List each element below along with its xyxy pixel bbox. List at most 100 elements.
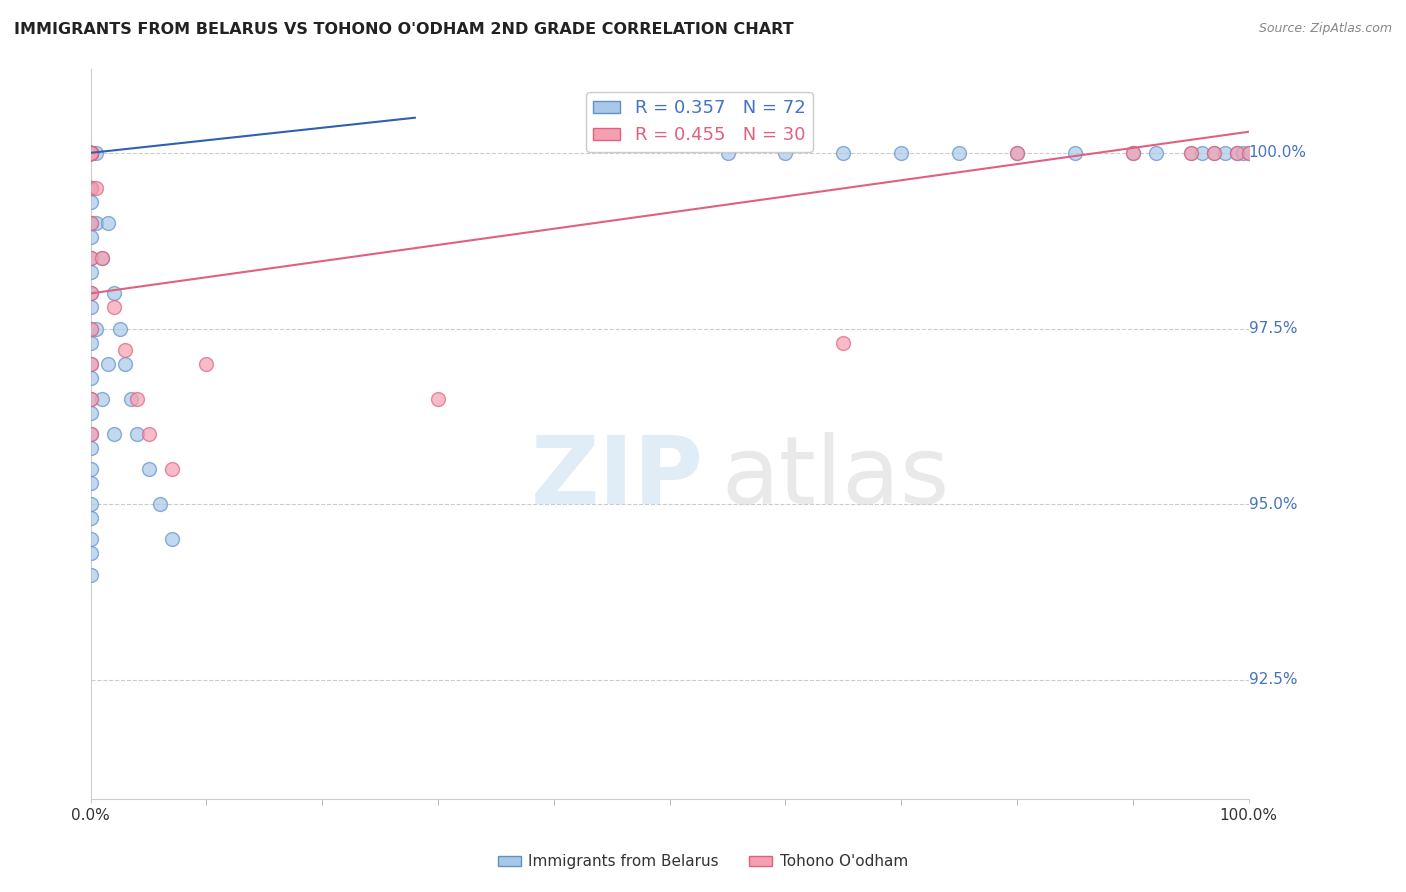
Point: [79, 427, 101, 442]
Point: [79, 145, 101, 160]
Point: [79, 370, 101, 384]
Point: [79, 392, 101, 406]
Text: 95.0%: 95.0%: [1249, 497, 1298, 512]
Point: [1122, 145, 1144, 160]
Point: [97, 357, 120, 371]
Point: [1122, 145, 1144, 160]
Point: [79, 195, 101, 210]
Point: [79, 145, 101, 160]
Point: [79, 145, 101, 160]
Point: [79, 286, 101, 301]
Point: [832, 145, 855, 160]
Point: [427, 392, 450, 406]
Point: [103, 301, 125, 315]
Point: [79, 406, 101, 420]
Point: [775, 145, 797, 160]
Point: [160, 462, 183, 476]
Text: 97.5%: 97.5%: [1249, 321, 1298, 336]
Point: [79, 145, 101, 160]
Point: [79, 533, 101, 547]
Point: [79, 476, 101, 491]
Point: [160, 533, 183, 547]
Point: [79, 301, 101, 315]
Point: [1144, 145, 1167, 160]
Point: [79, 286, 101, 301]
Point: [79, 321, 101, 335]
Text: 92.5%: 92.5%: [1249, 673, 1298, 688]
Point: [91, 392, 114, 406]
Point: [97, 216, 120, 230]
Point: [1191, 145, 1213, 160]
Point: [138, 427, 160, 442]
Text: Source: ZipAtlas.com: Source: ZipAtlas.com: [1258, 22, 1392, 36]
Point: [103, 286, 125, 301]
Legend: R = 0.357   N = 72, R = 0.455   N = 30: R = 0.357 N = 72, R = 0.455 N = 30: [586, 92, 813, 152]
Point: [79, 252, 101, 266]
Point: [195, 357, 218, 371]
Point: [114, 343, 136, 357]
Legend: Immigrants from Belarus, Tohono O'odham: Immigrants from Belarus, Tohono O'odham: [492, 848, 914, 875]
Point: [79, 497, 101, 511]
Point: [79, 462, 101, 476]
Text: ZIP: ZIP: [530, 432, 703, 524]
Point: [149, 497, 172, 511]
Point: [79, 321, 101, 335]
Point: [1237, 145, 1260, 160]
Point: [79, 145, 101, 160]
Point: [79, 357, 101, 371]
Point: [86, 216, 108, 230]
Point: [1180, 145, 1202, 160]
Point: [79, 145, 101, 160]
Point: [79, 145, 101, 160]
Point: [103, 427, 125, 442]
Point: [79, 567, 101, 582]
Point: [91, 252, 114, 266]
Point: [91, 252, 114, 266]
Point: [1202, 145, 1225, 160]
Point: [79, 441, 101, 455]
Point: [79, 511, 101, 525]
Point: [1005, 145, 1028, 160]
Point: [79, 145, 101, 160]
Point: [114, 357, 136, 371]
Point: [79, 427, 101, 442]
Point: [1226, 145, 1249, 160]
Point: [108, 321, 131, 335]
Point: [79, 145, 101, 160]
Point: [79, 145, 101, 160]
Point: [79, 145, 101, 160]
Point: [79, 230, 101, 244]
Text: 100.0%: 100.0%: [1249, 145, 1306, 161]
Point: [79, 145, 101, 160]
Point: [79, 265, 101, 279]
Point: [79, 145, 101, 160]
Text: IMMIGRANTS FROM BELARUS VS TOHONO O'ODHAM 2ND GRADE CORRELATION CHART: IMMIGRANTS FROM BELARUS VS TOHONO O'ODHA…: [14, 22, 793, 37]
Point: [1180, 145, 1202, 160]
Point: [86, 145, 108, 160]
Point: [86, 321, 108, 335]
Point: [79, 181, 101, 195]
Point: [79, 357, 101, 371]
Point: [79, 252, 101, 266]
Point: [1202, 145, 1225, 160]
Point: [79, 145, 101, 160]
Point: [79, 335, 101, 350]
Point: [79, 145, 101, 160]
Point: [79, 145, 101, 160]
Point: [1226, 145, 1249, 160]
Point: [716, 145, 738, 160]
Point: [79, 145, 101, 160]
Point: [138, 462, 160, 476]
Point: [79, 216, 101, 230]
Point: [125, 427, 148, 442]
Point: [79, 392, 101, 406]
Point: [1215, 145, 1237, 160]
Point: [79, 145, 101, 160]
Point: [948, 145, 970, 160]
Text: atlas: atlas: [721, 432, 950, 524]
Point: [1064, 145, 1087, 160]
Point: [120, 392, 142, 406]
Point: [79, 216, 101, 230]
Point: [1232, 145, 1254, 160]
Point: [79, 145, 101, 160]
